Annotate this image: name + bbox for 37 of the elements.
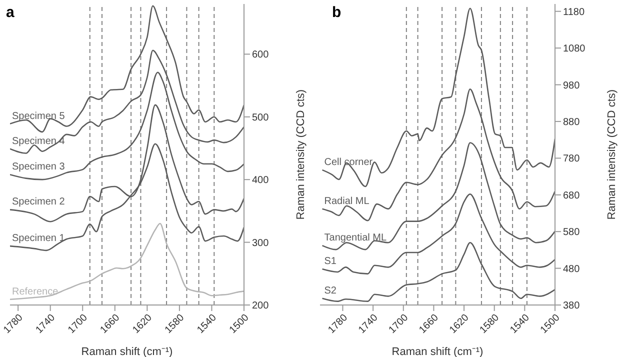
- chart-title: a: [6, 4, 14, 21]
- y-tick-label: 300: [252, 238, 270, 249]
- line-series: [322, 8, 555, 188]
- y-tick-label: 1080: [563, 44, 586, 55]
- y-tick-label: 200: [252, 300, 270, 312]
- series-label: Tangential ML: [324, 232, 387, 244]
- line-series: [322, 193, 555, 274]
- series-label: Radial ML: [324, 196, 370, 207]
- series-label: Specimen 2: [12, 196, 66, 208]
- y-tick-label: 880: [563, 117, 580, 128]
- series-label: S2: [324, 285, 337, 296]
- series-label: Cell corner: [324, 156, 374, 168]
- line-series: [10, 72, 244, 180]
- line-series: [10, 50, 244, 154]
- y-tick-label: 580: [563, 227, 580, 238]
- line-series: [322, 142, 555, 250]
- y-tick-label: 780: [563, 154, 580, 165]
- series-label: Reference: [12, 286, 59, 298]
- series-label: S1: [324, 256, 337, 268]
- y-tick-label: 600: [252, 50, 270, 61]
- y-tick-label: 400: [252, 175, 270, 186]
- series-label: Specimen 3: [12, 162, 66, 173]
- x-axis-title: Raman shift (cm⁻¹): [392, 346, 484, 357]
- y-tick-label: 500: [252, 112, 270, 124]
- chart-title: b: [332, 4, 342, 21]
- y-tick-label: 380: [563, 300, 580, 312]
- line-series: [322, 88, 555, 222]
- y-tick-label: 680: [563, 190, 580, 202]
- y-axis-title: Raman intensity (CCD cts): [606, 89, 618, 220]
- y-tick-label: 1180: [563, 6, 585, 18]
- line-series: [322, 242, 555, 302]
- series-label: Specimen 5: [12, 110, 66, 122]
- y-tick-label: 980: [563, 80, 580, 92]
- y-axis-title: Raman intensity (CCD cts): [294, 89, 307, 220]
- x-axis-title: Raman shift (cm⁻¹): [81, 346, 173, 357]
- line-series: [10, 222, 244, 300]
- y-tick-label: 480: [563, 264, 580, 275]
